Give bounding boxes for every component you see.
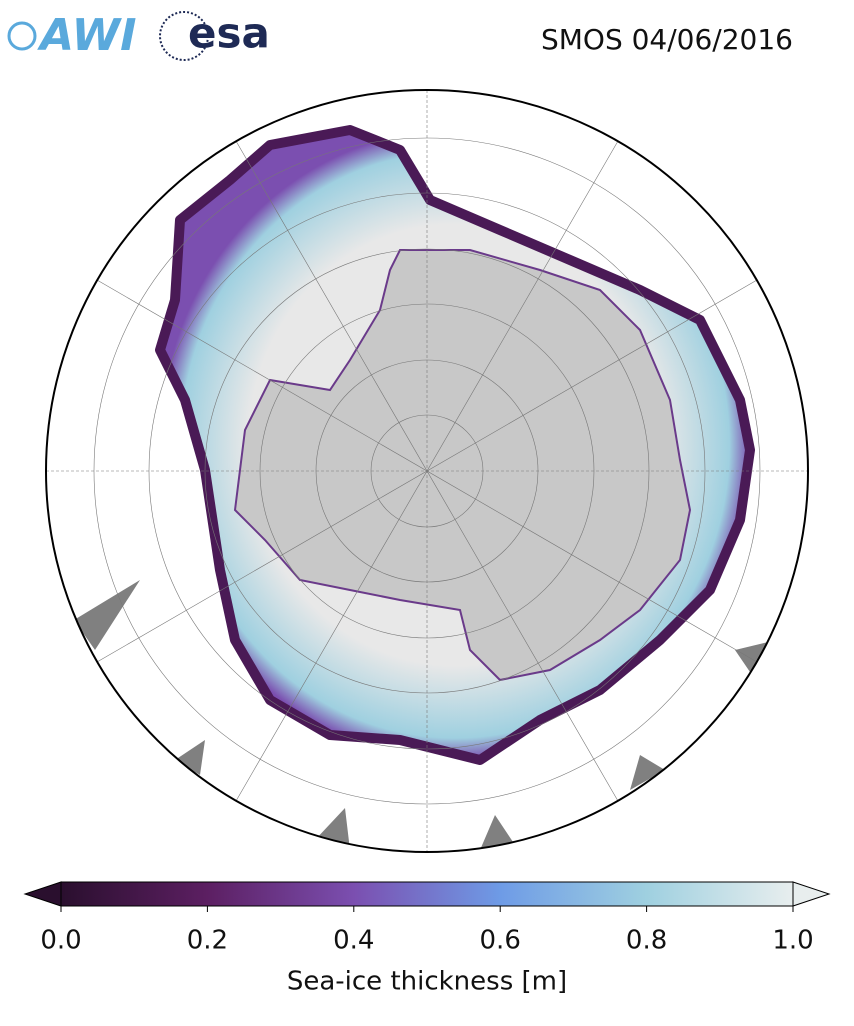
colorbar-tick-label: 0.8	[626, 926, 667, 956]
title: SMOS 04/06/2016	[541, 23, 793, 56]
colorbar-tick-label: 0.6	[480, 926, 521, 956]
antarctica	[233, 249, 692, 682]
colorbar-gradient	[60, 881, 794, 907]
colorbar-label: Sea-ice thickness [m]	[287, 967, 567, 997]
logo-text: esa	[188, 9, 270, 58]
colorbar-tick-label: 0.4	[333, 926, 374, 956]
graticule	[46, 90, 808, 852]
esa-logo: esa	[159, 9, 270, 61]
colorbar-extend-low	[23, 881, 62, 907]
colorbar-tick-label: 1.0	[772, 926, 813, 956]
colorbar-tick-label: 0.0	[40, 926, 81, 956]
map	[45, 89, 809, 853]
logo-text: AWI	[37, 10, 137, 61]
colorbar: 0.0 0.2 0.4 0.6 0.8 1.0	[23, 881, 831, 956]
colorbar-extend-high	[792, 881, 831, 907]
colorbar-tick-label: 0.2	[187, 926, 228, 956]
awi-logo: AWI	[7, 10, 137, 61]
